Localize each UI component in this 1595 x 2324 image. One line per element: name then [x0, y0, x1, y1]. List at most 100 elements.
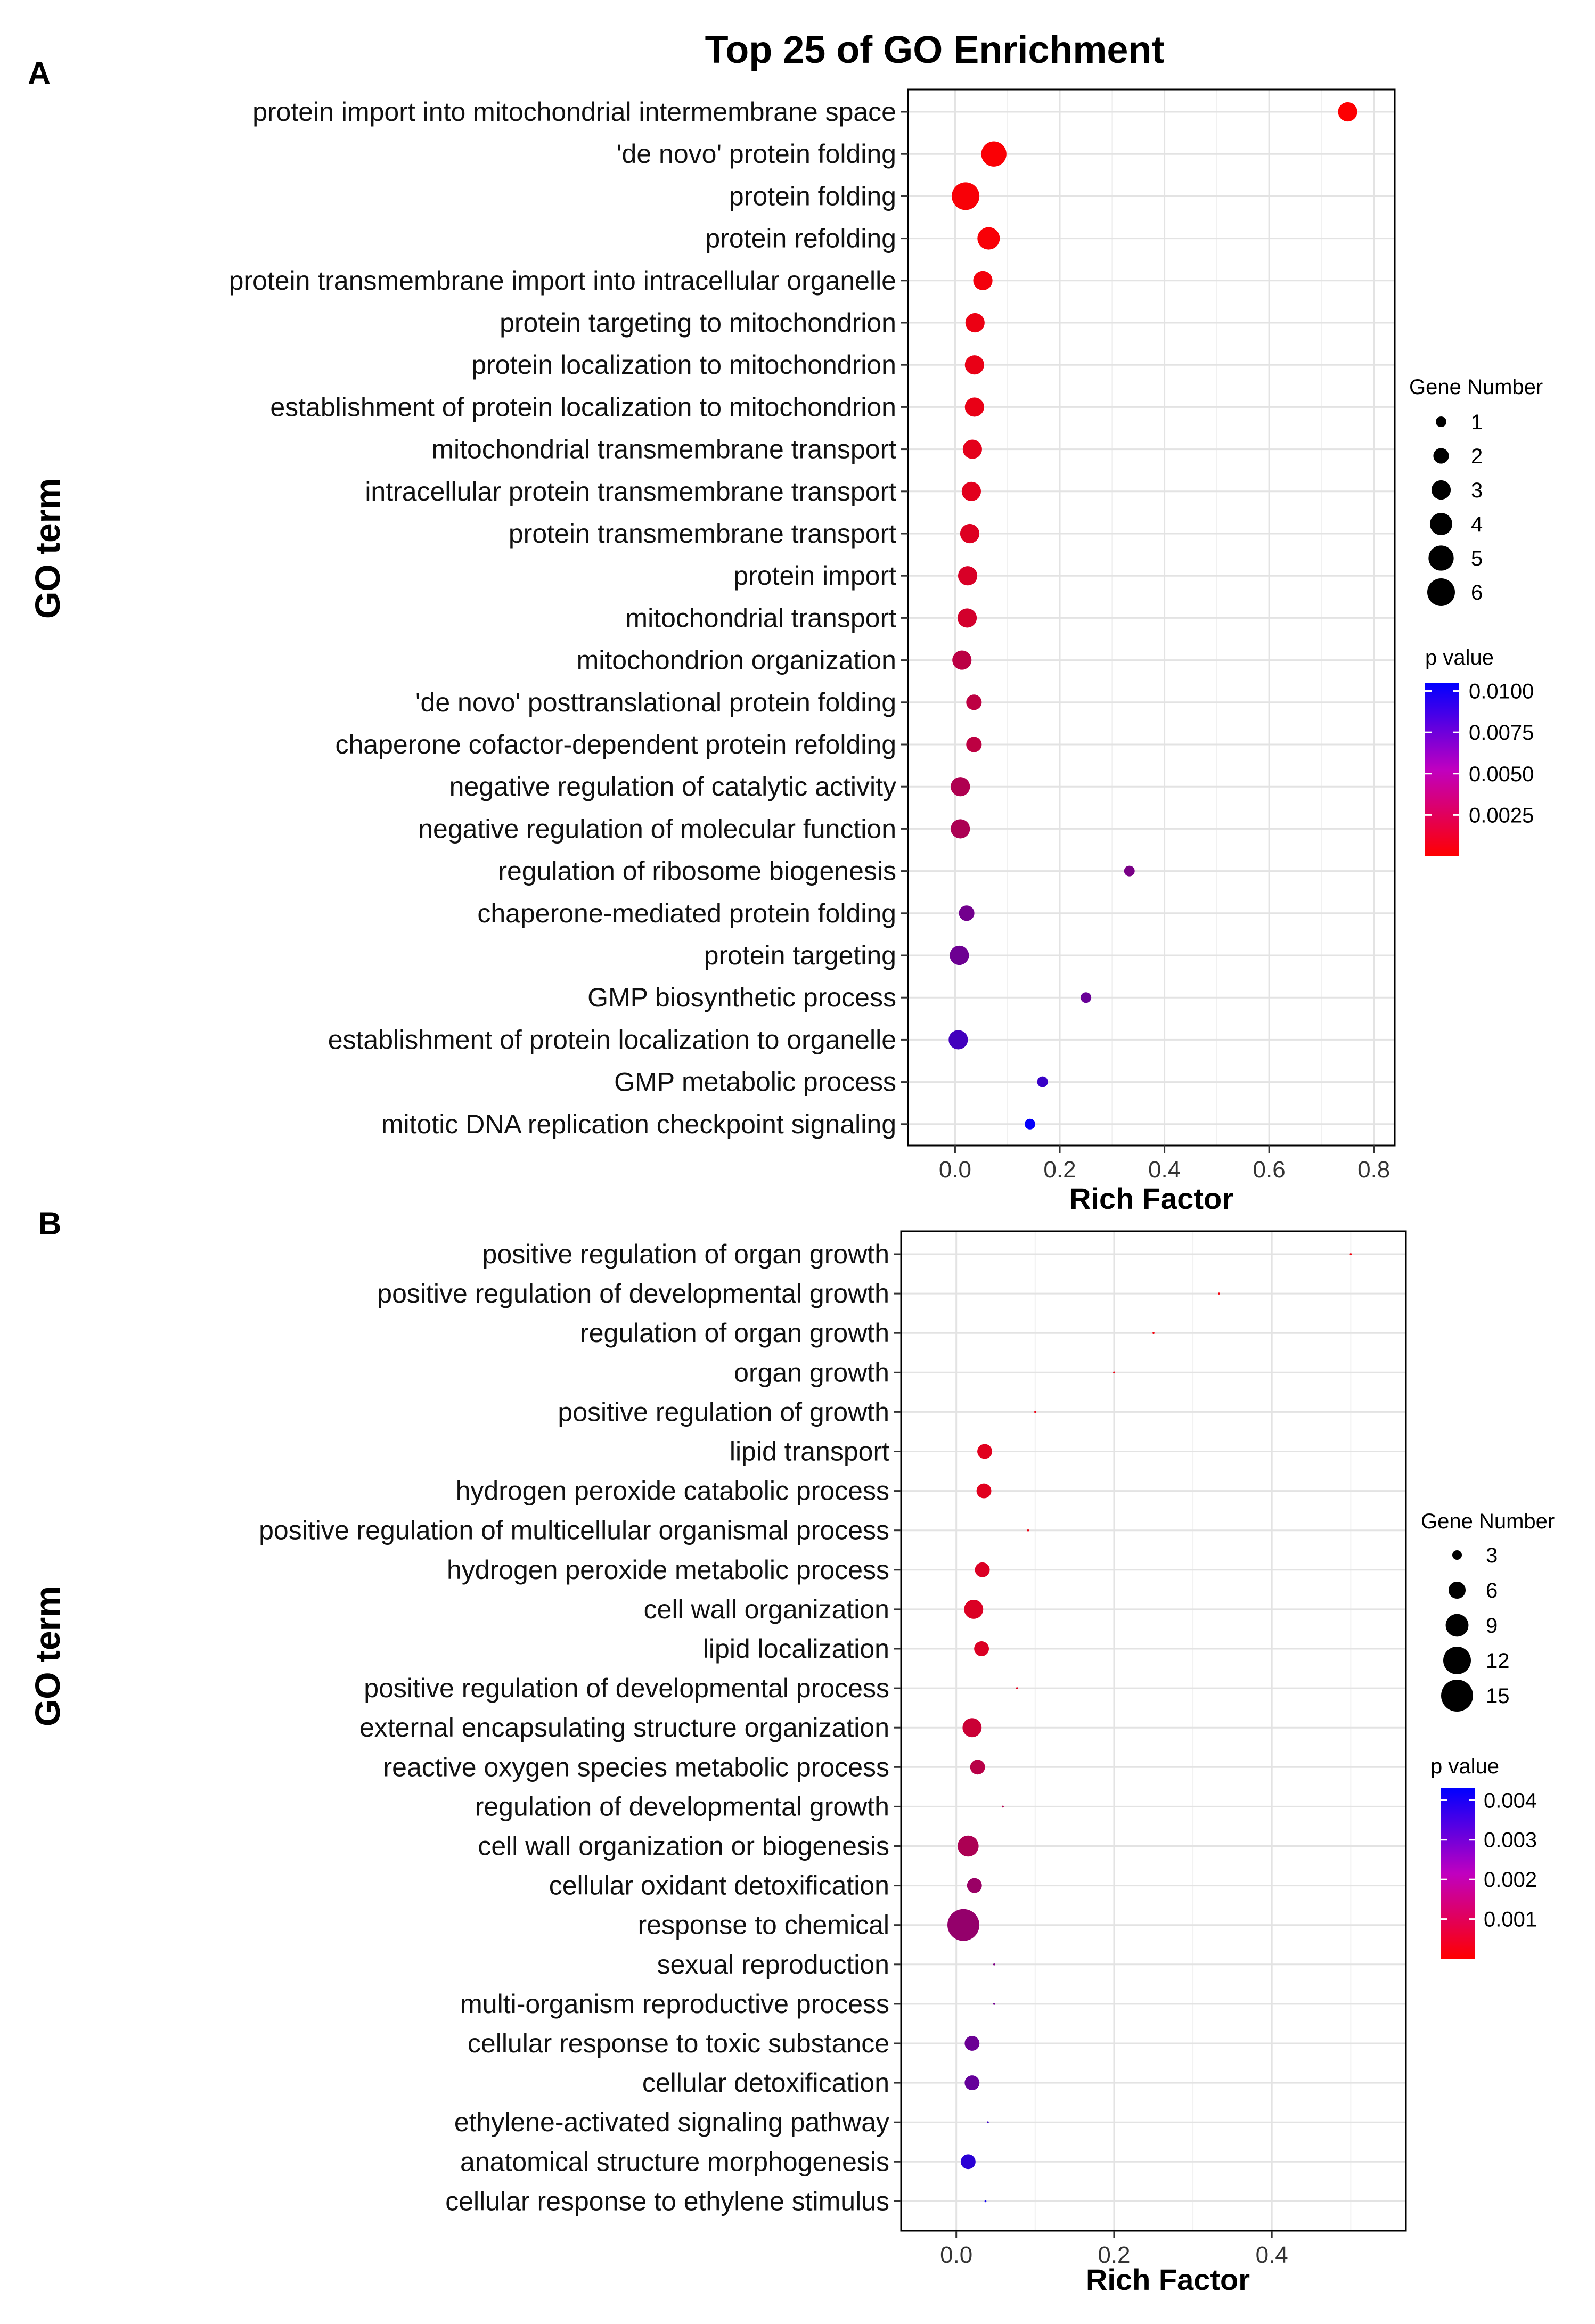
go-term-label: ethylene-activated signaling pathway [454, 2107, 889, 2137]
x-tick-label: 0.2 [1098, 2242, 1130, 2268]
go-term-label: establishment of protein localization to… [328, 1025, 896, 1054]
enrichment-point [966, 694, 982, 710]
go-term-label: mitochondrial transport [625, 603, 896, 633]
enrichment-point [962, 439, 982, 459]
go-term-label: protein targeting [704, 940, 896, 970]
enrichment-point [993, 2003, 995, 2005]
size-legend-label: 3 [1486, 1544, 1498, 1567]
size-legend-dot [1441, 1680, 1473, 1712]
enrichment-point [958, 566, 978, 586]
go-term-label: protein transmembrane import into intrac… [229, 266, 896, 296]
go-term-label: 'de novo' protein folding [617, 139, 896, 169]
go-term-label: mitochondrion organization [577, 645, 896, 675]
go-term-label: multi-organism reproductive process [460, 1989, 889, 2019]
size-legend-dot [1452, 1550, 1462, 1560]
enrichment-point [1027, 1529, 1029, 1532]
enrichment-point [1218, 1292, 1220, 1295]
panel-a-chart: protein import into mitochondrial interm… [28, 88, 1543, 1215]
go-term-label: protein folding [729, 181, 896, 211]
enrichment-point [973, 271, 993, 290]
x-tick-label: 0.4 [1256, 2242, 1288, 2268]
enrichment-point [960, 2154, 976, 2170]
enrichment-point [952, 182, 980, 210]
go-term-label: chaperone cofactor-dependent protein ref… [335, 730, 896, 759]
colorbar-tick-label: 0.0075 [1469, 721, 1534, 744]
enrichment-point [970, 1760, 985, 1775]
go-term-label: response to chemical [638, 1910, 889, 1940]
size-legend-label: 15 [1486, 1684, 1510, 1708]
enrichment-point [987, 2121, 989, 2124]
colorbar-tick-label: 0.0050 [1469, 763, 1534, 786]
go-term-label: cellular response to ethylene stimulus [445, 2186, 889, 2216]
enrichment-point [964, 355, 984, 375]
colorbar-tick-label: 0.003 [1484, 1829, 1537, 1852]
go-term-label: regulation of ribosome biogenesis [498, 856, 896, 886]
size-legend-dot [1436, 416, 1446, 427]
panel-b-plot-frame [900, 1230, 1407, 2232]
go-term-label: chaperone-mediated protein folding [477, 898, 896, 928]
size-legend-label: 6 [1486, 1579, 1498, 1602]
go-term-label: positive regulation of developmental pro… [364, 1673, 889, 1703]
panel-b-x-ticks: 0.0 0.2 0.4 [940, 2231, 1288, 2268]
enrichment-point [951, 819, 970, 839]
enrichment-point [1037, 1076, 1048, 1087]
enrichment-point [951, 777, 970, 797]
size-legend-dot [1433, 448, 1449, 464]
enrichment-point [977, 227, 1000, 250]
enrichment-point [964, 1599, 984, 1619]
go-term-label: intracellular protein transmembrane tran… [365, 477, 896, 506]
go-term-label: organ growth [734, 1357, 889, 1387]
enrichment-point [1002, 1805, 1004, 1808]
size-legend-dot [1443, 1647, 1471, 1674]
size-legend-label: 6 [1471, 581, 1483, 604]
enrichment-point [960, 523, 980, 544]
panel-b-y-axis-title: GO term [28, 1586, 67, 1726]
enrichment-point [964, 397, 984, 417]
go-term-label: anatomical structure morphogenesis [460, 2147, 889, 2176]
colorbar-tick-label: 0.002 [1484, 1868, 1537, 1892]
panel-b-size-legend-title: Gene Number [1421, 1510, 1555, 1533]
enrichment-point [947, 1909, 980, 1941]
panel-a-x-ticks: 0.0 0.2 0.4 0.6 0.8 [939, 1145, 1390, 1183]
go-term-label: negative regulation of catalytic activit… [449, 772, 896, 801]
enrichment-point [1124, 865, 1135, 877]
size-legend-dot [1427, 578, 1455, 606]
panel-a-y-axis-title: GO term [28, 478, 67, 619]
go-term-label: sexual reproduction [657, 1950, 889, 1979]
go-term-label: mitotic DNA replication checkpoint signa… [381, 1109, 896, 1139]
size-legend-label: 2 [1471, 445, 1483, 468]
x-tick-label: 0.0 [939, 1157, 971, 1183]
enrichment-point [957, 608, 977, 628]
go-term-label: 'de novo' posttranslational protein fold… [415, 688, 896, 717]
panel-a-term-labels: protein import into mitochondrial interm… [229, 97, 908, 1139]
go-term-label: protein import [733, 561, 896, 591]
x-tick-label: 0.2 [1043, 1157, 1076, 1183]
colorbar-tick-label: 0.001 [1484, 1908, 1537, 1932]
panel-a-color-legend-title: p value [1425, 646, 1494, 669]
enrichment-point [1349, 1253, 1352, 1255]
enrichment-point [976, 1483, 992, 1499]
size-legend-label: 1 [1471, 411, 1483, 434]
enrichment-point [1152, 1332, 1155, 1335]
go-term-label: positive regulation of organ growth [482, 1239, 889, 1269]
enrichment-point [959, 905, 975, 921]
panel-a-size-legend: Gene Number 1 2 3 4 5 6 [1409, 375, 1543, 606]
enrichment-point [952, 650, 972, 670]
p-value-colorbar [1425, 683, 1459, 856]
go-term-label: positive regulation of developmental gro… [377, 1279, 889, 1308]
panel-b-size-legend: Gene Number 3 6 9 12 15 [1421, 1510, 1555, 1712]
go-term-label: GMP metabolic process [614, 1067, 896, 1097]
size-legend-label: 5 [1471, 547, 1483, 570]
panel-b-grid [901, 1231, 1406, 2231]
go-term-label: hydrogen peroxide metabolic process [447, 1555, 889, 1585]
p-value-colorbar [1441, 1788, 1475, 1959]
panel-b-x-axis-title: Rich Factor [1086, 2263, 1250, 2296]
enrichment-point [1034, 1411, 1036, 1413]
go-term-label: establishment of protein localization to… [270, 392, 896, 422]
size-legend-dot [1448, 1581, 1466, 1599]
enrichment-point [975, 1562, 990, 1577]
go-term-label: cellular detoxification [642, 2068, 889, 2098]
enrichment-point [1113, 1371, 1115, 1374]
colorbar-tick-label: 0.0025 [1469, 804, 1534, 827]
